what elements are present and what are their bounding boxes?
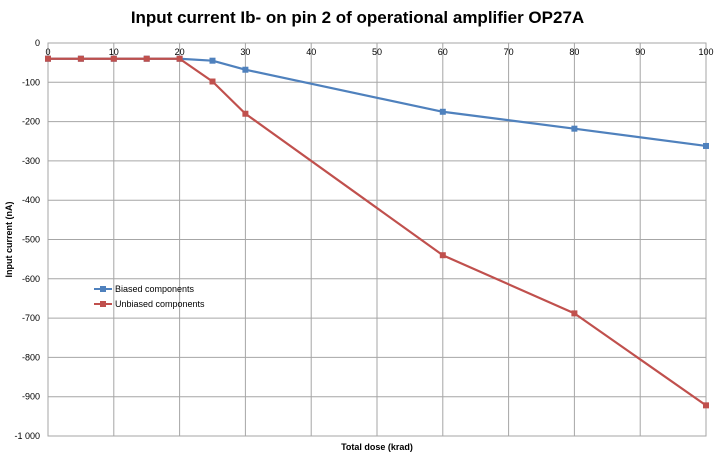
- data-point: [176, 55, 183, 62]
- axes: 0 -100 -200 -300 -400 -500 -600 -700 -800 -900 -1 …: [14, 38, 713, 441]
- data-point: [110, 55, 117, 62]
- x-tick-label: 90: [635, 47, 645, 57]
- chart-title: Input current Ib- on pin 2 of operationa…: [130, 8, 585, 27]
- legend-marker: [100, 301, 106, 307]
- data-point: [703, 142, 709, 149]
- x-tick-label: 40: [306, 47, 316, 57]
- x-tick-label: 60: [438, 47, 448, 57]
- y-tick-label: -1 000: [14, 431, 40, 441]
- y-tick-label: -300: [22, 156, 40, 166]
- y-tick-label: -400: [22, 195, 40, 205]
- y-tick-label: -200: [22, 117, 40, 127]
- legend-label: Unbiased components: [115, 299, 205, 309]
- y-tick-label: 0: [35, 38, 40, 48]
- data-point: [571, 125, 578, 132]
- data-point: [439, 252, 446, 259]
- y-tick-label: -700: [22, 313, 40, 323]
- y-tick-label: -800: [22, 352, 40, 362]
- data-point: [242, 66, 249, 73]
- x-tick-label: 100: [698, 47, 713, 57]
- legend-marker: [100, 286, 106, 292]
- data-point: [77, 55, 84, 62]
- data-point: [209, 78, 216, 85]
- x-tick-label: 20: [175, 47, 185, 57]
- grid: [47, 42, 707, 437]
- x-tick-label: 30: [240, 47, 250, 57]
- data-point: [209, 57, 216, 64]
- x-tick-label: 70: [504, 47, 514, 57]
- y-tick-label: -900: [22, 392, 40, 402]
- series-line-2: [48, 57, 707, 407]
- legend-label: Biased components: [115, 284, 195, 294]
- data-point: [143, 55, 150, 62]
- data-point: [439, 108, 446, 115]
- x-tick-label: 80: [569, 47, 579, 57]
- x-tick-label: 0: [45, 47, 50, 57]
- y-tick-label: -100: [22, 77, 40, 87]
- data-point: [571, 310, 578, 317]
- y-tick-label: -500: [22, 235, 40, 245]
- x-axis-title: Total dose (krad): [341, 442, 413, 452]
- y-tick-label: -600: [22, 274, 40, 284]
- legend: Biased components Unbiased components: [94, 284, 205, 309]
- data-point: [45, 55, 51, 62]
- data-point: [242, 110, 249, 117]
- x-tick-label: 10: [109, 47, 119, 57]
- data-point: [703, 402, 709, 409]
- y-axis-title: Input current (nA): [4, 202, 14, 278]
- series: [45, 55, 709, 409]
- x-tick-label: 50: [372, 47, 382, 57]
